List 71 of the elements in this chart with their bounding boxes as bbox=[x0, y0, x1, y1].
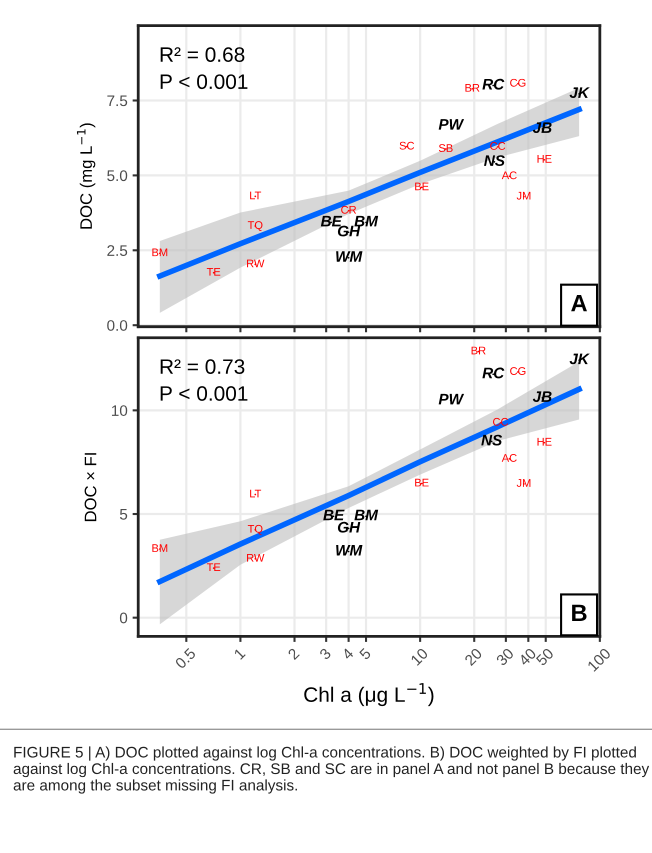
data-label: JM bbox=[516, 479, 530, 487]
x-tick-label: 30 bbox=[496, 647, 514, 666]
y-axis-title: DOC (mg L$^{−1}$) bbox=[76, 123, 96, 229]
data-label: CR bbox=[341, 206, 356, 214]
x-tick-label: 1 bbox=[234, 648, 246, 660]
data-label: RC bbox=[482, 78, 504, 90]
annotation: R² = 0.73 bbox=[160, 359, 244, 374]
x-tick-label: 2 bbox=[287, 648, 300, 660]
data-label: SB bbox=[438, 144, 453, 152]
data-label: JM bbox=[516, 192, 530, 200]
y-tick-label: 2.5 bbox=[107, 245, 128, 256]
annotation: A bbox=[571, 295, 587, 312]
y-tick-label: 7.5 bbox=[107, 96, 128, 106]
data-label: JK bbox=[570, 87, 590, 98]
data-label: BR bbox=[472, 346, 486, 354]
data-label: BE bbox=[415, 478, 429, 486]
data-label: GH bbox=[338, 522, 360, 533]
data-label: LT bbox=[250, 192, 262, 200]
data-label: AC bbox=[502, 454, 517, 462]
data-label: JB bbox=[532, 391, 552, 402]
data-label: BM bbox=[354, 216, 378, 226]
data-label: BE bbox=[320, 216, 342, 226]
annotation: P < 0.001 bbox=[160, 386, 248, 401]
x-tick-label: 0.5 bbox=[174, 647, 196, 670]
data-label: BR bbox=[465, 84, 480, 92]
data-label: PW bbox=[438, 119, 464, 130]
data-label: CG bbox=[510, 367, 526, 375]
data-label: TE bbox=[206, 268, 220, 276]
x-tick-label: 5 bbox=[358, 648, 372, 660]
data-label: LT bbox=[250, 490, 262, 498]
data-label: NS bbox=[484, 155, 505, 166]
y-tick-label: 0.0 bbox=[107, 320, 128, 331]
data-label: NS bbox=[481, 434, 502, 446]
data-label: RC bbox=[482, 368, 504, 378]
x-tick-label: 50 bbox=[535, 647, 554, 666]
data-label: WM bbox=[336, 544, 362, 556]
data-label: SC bbox=[400, 142, 414, 150]
data-label: AC bbox=[502, 171, 517, 180]
x-tick-label: 4 bbox=[341, 647, 354, 660]
data-label: BE bbox=[323, 510, 345, 520]
annotation: P < 0.001 bbox=[160, 74, 248, 90]
caption: FIGURE 5 | A) DOC plotted against log Chl-a concentrations. B) DOC weighted by FI plotted against log Chl-a concentrations. CR, SB and SC are in panel A and not panel B because they are among the subset missing FI analysis. bbox=[14, 746, 650, 794]
data-label: BM bbox=[152, 544, 168, 552]
x-tick-label: 3 bbox=[318, 648, 332, 660]
data-label: BM bbox=[354, 510, 378, 520]
x-tick-label: 100 bbox=[586, 647, 612, 672]
data-label: RW bbox=[247, 260, 264, 268]
y-axis-title: DOC × FI bbox=[84, 453, 96, 522]
y-tick-label: 5 bbox=[120, 509, 128, 520]
data-label: HE bbox=[538, 438, 552, 446]
y-tick-label: 5.0 bbox=[107, 170, 128, 182]
data-label: JK bbox=[570, 354, 590, 364]
data-label: PW bbox=[438, 394, 464, 404]
data-label: BE bbox=[415, 182, 429, 190]
annotation: B bbox=[572, 604, 587, 621]
data-label: BM bbox=[152, 248, 168, 256]
y-tick-label: 0 bbox=[120, 612, 128, 624]
x-tick-label: 20 bbox=[464, 647, 483, 666]
data-label: RW bbox=[247, 554, 264, 562]
x-tick-label: 10 bbox=[410, 647, 429, 666]
data-label: TE bbox=[206, 563, 220, 571]
data-label: TQ bbox=[248, 221, 262, 231]
data-label: WM bbox=[336, 251, 362, 262]
data-label: GH bbox=[338, 226, 360, 236]
data-label: HE bbox=[538, 155, 552, 163]
y-tick-label: 10 bbox=[112, 405, 128, 416]
data-label: CG bbox=[510, 78, 526, 87]
x-axis-title: Chl a (μg L$^{−1}$) bbox=[304, 683, 434, 706]
data-label: TQ bbox=[248, 524, 262, 535]
x-tick-label: 40 bbox=[518, 647, 537, 666]
annotation: R² = 0.68 bbox=[160, 47, 244, 62]
